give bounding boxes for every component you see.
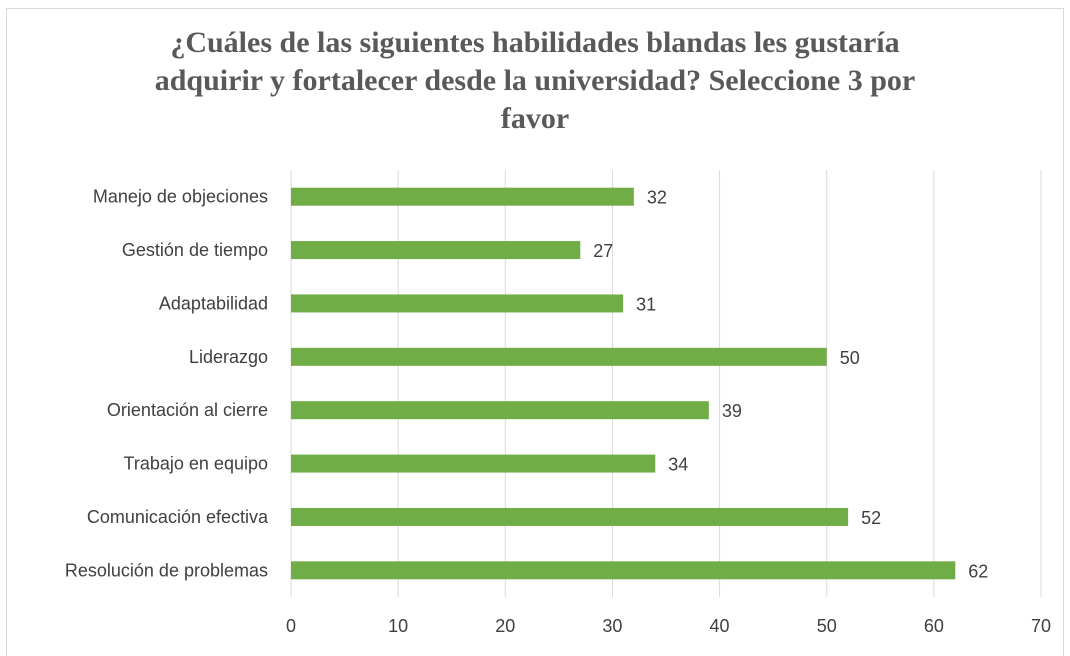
category-label: Resolución de problemas <box>65 560 268 580</box>
data-label: 27 <box>593 241 613 261</box>
x-tick-label: 70 <box>1031 616 1051 636</box>
category-label: Adaptabilidad <box>159 293 268 313</box>
category-label: Orientación al cierre <box>107 400 268 420</box>
x-tick-label: 50 <box>817 616 837 636</box>
data-label: 39 <box>722 401 742 421</box>
bar <box>291 507 849 526</box>
x-tick-label: 20 <box>495 616 515 636</box>
data-label: 62 <box>968 561 988 581</box>
data-label: 31 <box>636 294 656 314</box>
bar <box>291 241 581 260</box>
chart-title: ¿Cuáles de las siguientes habilidades bl… <box>154 26 916 135</box>
bar <box>291 294 624 313</box>
bar <box>291 347 827 366</box>
category-label: Comunicación efectiva <box>87 507 269 527</box>
x-tick-label: 40 <box>710 616 730 636</box>
bar <box>291 454 656 473</box>
bar <box>291 561 956 580</box>
x-tick-label: 60 <box>924 616 944 636</box>
category-label: Trabajo en equipo <box>124 454 268 474</box>
x-tick-label: 30 <box>602 616 622 636</box>
bar <box>291 187 634 206</box>
data-label: 34 <box>668 455 688 475</box>
bar <box>291 401 709 420</box>
category-label: Liderazgo <box>189 347 268 367</box>
chart-frame <box>6 8 1064 656</box>
x-tick-label: 0 <box>286 616 296 636</box>
category-label: Gestión de tiempo <box>122 240 268 260</box>
data-label: 52 <box>861 508 881 528</box>
data-label: 32 <box>647 188 667 208</box>
x-tick-label: 10 <box>388 616 408 636</box>
data-label: 50 <box>840 348 860 368</box>
category-label: Manejo de objeciones <box>93 187 268 207</box>
